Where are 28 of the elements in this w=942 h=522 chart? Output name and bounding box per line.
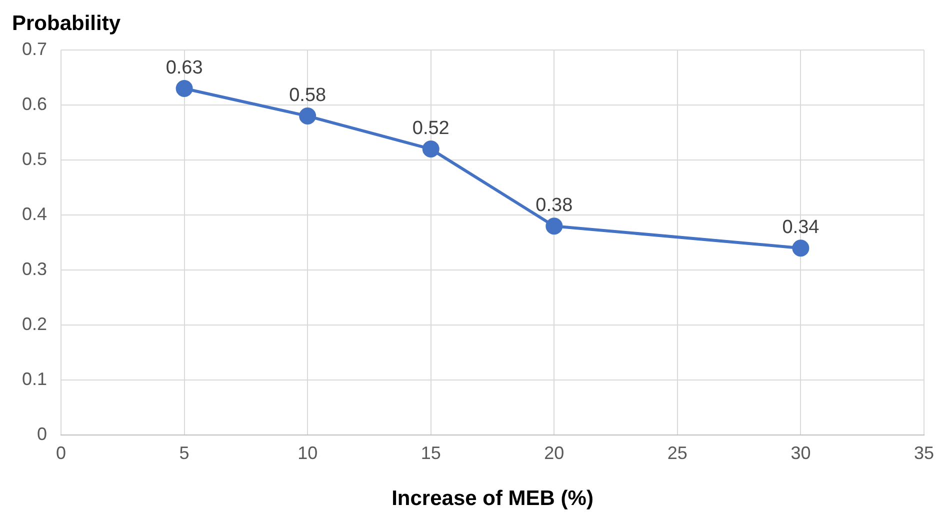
point (792, 240, 810, 257)
x-tick-label: 25 (667, 442, 688, 463)
data-label: 0.38 (536, 194, 573, 216)
y-tick-label: 0.1 (22, 369, 48, 390)
y-tick-label: 0.6 (22, 94, 48, 114)
data-label: 0.34 (782, 216, 820, 238)
x-tick-label: 30 (790, 442, 811, 463)
y-tick-label: 0.2 (22, 314, 48, 334)
data-label: 0.63 (166, 57, 203, 78)
x-tick-label: 5 (179, 442, 190, 463)
y-tick-label: 0.5 (22, 149, 48, 170)
x-tick-label: 35 (914, 442, 934, 463)
y-axis-title: Probability (12, 12, 121, 35)
y-tick-label: 0 (37, 424, 48, 444)
x-tick-label: 10 (298, 442, 318, 463)
y-tick-label: 0.3 (22, 259, 48, 280)
data-label: 0.52 (412, 118, 450, 139)
data-label: 0.58 (289, 84, 326, 106)
y-tick-label: 0.4 (22, 204, 48, 224)
point (176, 80, 193, 98)
x-tick-label: 0 (56, 442, 66, 463)
point (299, 108, 316, 125)
point (546, 218, 563, 235)
point (422, 140, 440, 158)
x-axis-title: Increase of MEB (%) (392, 487, 594, 510)
y-tick-label: 0.7 (22, 38, 48, 59)
x-tick-label: 20 (544, 442, 564, 463)
x-tick-label: 15 (420, 442, 441, 463)
